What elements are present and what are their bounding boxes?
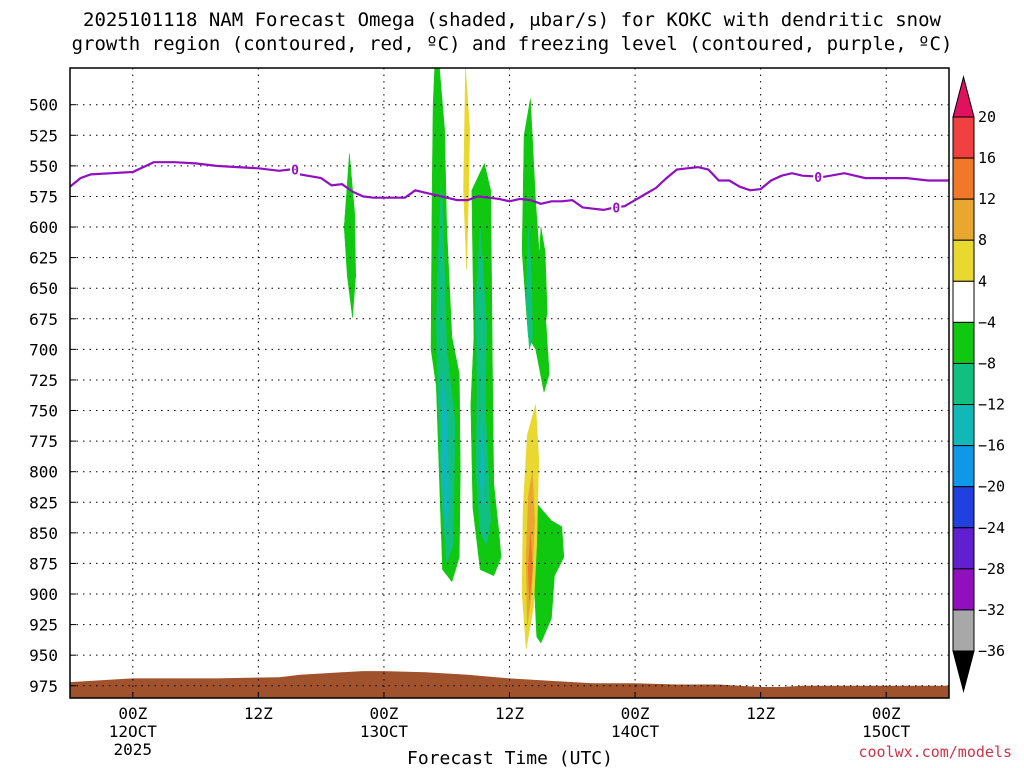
y-tick-label-750: 750 bbox=[29, 402, 58, 421]
omega-region-11 bbox=[463, 68, 470, 270]
colorbar-label-7: −12 bbox=[978, 396, 1005, 414]
x-tick-label-2: 00Z bbox=[369, 704, 398, 723]
colorbar-box-0 bbox=[952, 116, 975, 159]
freezing-level-line bbox=[70, 161, 949, 212]
x-tick-label-5: 12Z bbox=[746, 704, 775, 723]
colorbar-label-10: −24 bbox=[978, 519, 1005, 537]
y-tick-label-850: 850 bbox=[29, 524, 58, 543]
colorbar-label-9: −20 bbox=[978, 478, 1005, 496]
colorbar-box-2 bbox=[952, 198, 975, 241]
chart-title-line2: growth region (contoured, red, ºC) and f… bbox=[71, 33, 953, 55]
chart-title: 2025101118 NAM Forecast Omega (shaded, μ… bbox=[0, 8, 1024, 56]
omega-region-6 bbox=[436, 178, 456, 564]
colorbar-box-7 bbox=[952, 404, 975, 447]
y-tick-label-975: 975 bbox=[29, 677, 58, 696]
omega-region-7 bbox=[475, 226, 491, 546]
y-tick-label-625: 625 bbox=[29, 249, 58, 268]
colorbar-label-11: −28 bbox=[978, 560, 1005, 578]
freezing-level-label-2: 0 bbox=[814, 171, 822, 186]
x-tick-label-1: 12Z bbox=[244, 704, 273, 723]
colorbar-label-4: 4 bbox=[978, 272, 987, 290]
colorbar-label-3: 8 bbox=[978, 231, 987, 249]
freezing-label-bg-1 bbox=[611, 199, 622, 214]
colorbar-label-5: −4 bbox=[978, 313, 996, 331]
colorbar-arrow-bottom bbox=[952, 650, 975, 693]
colorbar-label-1: 16 bbox=[978, 149, 996, 167]
omega-region-5 bbox=[533, 501, 565, 644]
colorbar-label-13: −36 bbox=[978, 642, 1005, 660]
x-tick-date-4: 14OCT bbox=[611, 722, 660, 741]
colorbar-label-2: 12 bbox=[978, 190, 996, 208]
y-tick-label-500: 500 bbox=[29, 96, 58, 115]
colorbar-box-8 bbox=[952, 445, 975, 488]
y-tick-label-725: 725 bbox=[29, 371, 58, 390]
omega-region-14 bbox=[528, 532, 533, 601]
colorbar-label-0: 20 bbox=[978, 108, 996, 126]
y-tick-label-650: 650 bbox=[29, 279, 58, 298]
y-tick-label-825: 825 bbox=[29, 493, 58, 512]
x-tick-label-4: 00Z bbox=[621, 704, 650, 723]
omega-region-3 bbox=[521, 98, 550, 393]
colorbar-box-9 bbox=[952, 486, 975, 529]
y-tick-label-700: 700 bbox=[29, 340, 58, 359]
colorbar-box-11 bbox=[952, 568, 975, 611]
chart-title-line1: 2025101118 NAM Forecast Omega (shaded, μ… bbox=[83, 9, 941, 31]
colorbar-box-3 bbox=[952, 239, 975, 282]
colorbar-box-4 bbox=[952, 280, 975, 323]
colorbar-arrow-top bbox=[952, 75, 975, 118]
y-tick-label-800: 800 bbox=[29, 463, 58, 482]
y-tick-label-925: 925 bbox=[29, 616, 58, 635]
x-tick-label-3: 12Z bbox=[495, 704, 524, 723]
terrain-fill bbox=[70, 671, 949, 698]
colorbar-box-1 bbox=[952, 157, 975, 200]
x-tick-label-0: 00Z bbox=[118, 704, 147, 723]
credit-text: coolwx.com/models bbox=[858, 743, 1012, 761]
y-tick-label-675: 675 bbox=[29, 310, 58, 329]
y-tick-label-875: 875 bbox=[29, 554, 58, 573]
y-tick-label-525: 525 bbox=[29, 126, 58, 145]
x-tick-label-6: 00Z bbox=[872, 704, 901, 723]
omega-region-0 bbox=[343, 153, 356, 318]
freezing-label-bg-0 bbox=[289, 161, 300, 176]
colorbar-box-5 bbox=[952, 321, 975, 364]
colorbar-label-12: −32 bbox=[978, 601, 1005, 619]
freezing-level-label-1: 0 bbox=[612, 201, 620, 216]
omega-region-10 bbox=[479, 410, 485, 509]
omega-region-8 bbox=[525, 226, 533, 350]
y-tick-label-775: 775 bbox=[29, 432, 58, 451]
plot-frame bbox=[69, 67, 950, 699]
x-tick-date-2: 13OCT bbox=[360, 722, 409, 741]
freezing-level-label-0: 0 bbox=[291, 164, 299, 179]
omega-region-4 bbox=[536, 226, 548, 344]
colorbar-box-6 bbox=[952, 362, 975, 406]
y-tick-label-950: 950 bbox=[29, 646, 58, 665]
y-tick-label-900: 900 bbox=[29, 585, 58, 604]
colorbar-box-10 bbox=[952, 527, 975, 570]
colorbar-label-6: −8 bbox=[978, 354, 996, 372]
x-tick-year-0: 2025 bbox=[114, 740, 153, 759]
y-tick-label-550: 550 bbox=[29, 157, 58, 176]
freezing-label-bg-2 bbox=[813, 168, 824, 183]
omega-region-9 bbox=[441, 373, 450, 533]
x-tick-date-6: 15OCT bbox=[862, 722, 911, 741]
colorbar-label-8: −16 bbox=[978, 437, 1005, 455]
x-axis-title: Forecast Time (UTC) bbox=[407, 748, 613, 768]
y-tick-label-600: 600 bbox=[29, 218, 58, 237]
x-tick-date-0: 12OCT bbox=[109, 722, 158, 741]
colorbar-box-12 bbox=[952, 609, 975, 652]
y-tick-label-575: 575 bbox=[29, 187, 58, 206]
